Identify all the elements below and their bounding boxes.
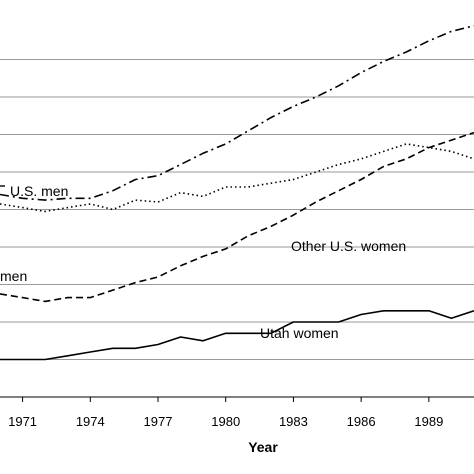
x-tick-label-1980: 1980	[211, 414, 240, 429]
gridlines	[0, 59, 474, 360]
x-tick-label-1974: 1974	[76, 414, 105, 429]
x-tick-labels: 1971 1974 1977 1980 1983 1986 1989	[8, 414, 443, 429]
x-axis-title: Year	[248, 439, 278, 455]
x-tick-label-1983: 1983	[279, 414, 308, 429]
axes	[0, 396, 474, 402]
x-tick-label-1989: 1989	[414, 414, 443, 429]
series-label-other_men: U.S. men	[10, 183, 68, 199]
series-label-utah_men: men	[0, 268, 27, 284]
x-tick-label-1977: 1977	[144, 414, 173, 429]
series-lines	[0, 25, 474, 361]
series-line-other_men	[0, 25, 474, 201]
series-label-other_women: Other U.S. women	[291, 238, 406, 254]
series-labels: U.S. men men Other U.S. women Utah women	[0, 183, 406, 341]
series-line-other_women	[0, 131, 474, 303]
x-tick-label-1986: 1986	[347, 414, 376, 429]
series-label-utah_women: Utah women	[260, 325, 339, 341]
x-tick-label-1971: 1971	[8, 414, 37, 429]
series-line-utah_women	[0, 309, 474, 361]
